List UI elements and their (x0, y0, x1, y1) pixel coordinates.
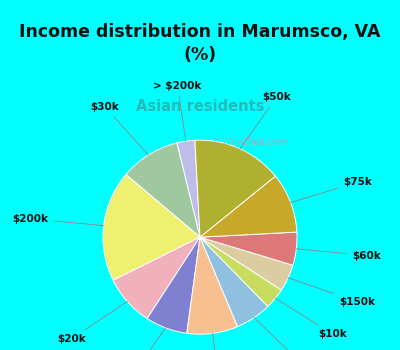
Text: $200k: $200k (12, 214, 104, 226)
Text: $150k: $150k (288, 278, 375, 307)
Wedge shape (200, 237, 268, 327)
Wedge shape (200, 176, 297, 237)
Wedge shape (200, 232, 297, 265)
Text: $20k: $20k (57, 301, 128, 344)
Text: $75k: $75k (290, 177, 372, 203)
Text: $40k: $40k (206, 333, 234, 350)
Wedge shape (195, 140, 275, 237)
Wedge shape (113, 237, 200, 318)
Text: $60k: $60k (296, 249, 381, 261)
Wedge shape (200, 237, 281, 307)
Wedge shape (177, 140, 200, 237)
Text: ⓘ City-Data.com: ⓘ City-Data.com (214, 138, 287, 147)
Wedge shape (187, 237, 238, 334)
Wedge shape (126, 143, 200, 237)
Wedge shape (200, 237, 293, 290)
Text: $125k: $125k (110, 328, 166, 350)
Text: > $200k: > $200k (154, 80, 202, 141)
Text: Income distribution in Marumsco, VA
(%): Income distribution in Marumsco, VA (%) (19, 23, 381, 63)
Text: $30k: $30k (90, 102, 148, 155)
Text: $50k: $50k (240, 92, 291, 149)
Text: $10k: $10k (275, 298, 347, 339)
Wedge shape (103, 175, 200, 280)
Text: $100k: $100k (254, 317, 321, 350)
Text: Asian residents: Asian residents (136, 99, 264, 114)
Wedge shape (147, 237, 200, 333)
